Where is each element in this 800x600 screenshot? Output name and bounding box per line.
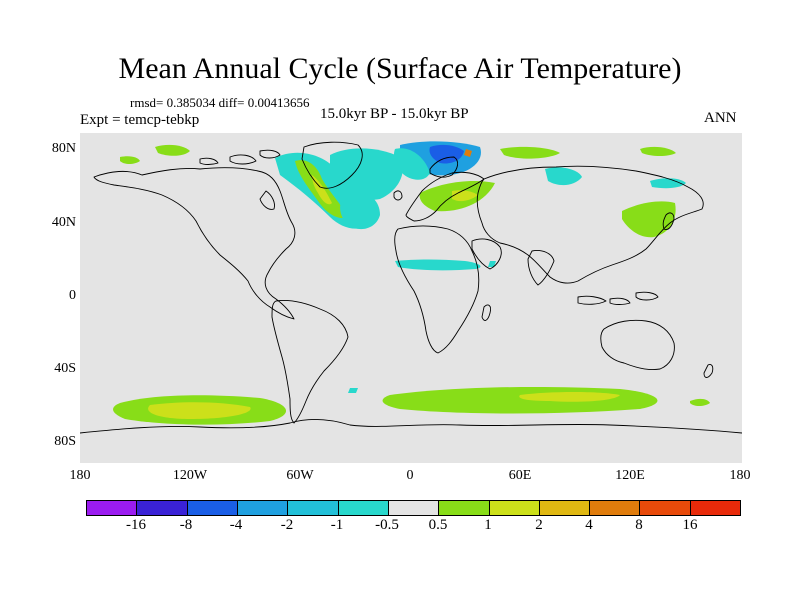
colorbar-swatch — [590, 501, 641, 515]
lat-label-40s: 40S — [54, 361, 76, 376]
coast-hudson — [259, 190, 275, 210]
anomaly-pacific-cyan — [650, 178, 686, 189]
map-panel — [79, 133, 743, 463]
lat-label-0: 0 — [69, 288, 76, 303]
stats-text: rmsd= 0.385034 diff= 0.00413656 — [130, 95, 310, 110]
anomaly-southern-yellow-1 — [148, 402, 251, 419]
coast-asia — [476, 165, 704, 284]
anomaly-arctic-green-2 — [120, 156, 140, 164]
colorbar-label: 1 — [484, 517, 492, 533]
coast-europe — [405, 171, 485, 222]
coast-indonesia — [577, 291, 659, 305]
colorbar-swatch — [388, 501, 440, 515]
coast-africa — [394, 225, 480, 354]
lat-label-40n: 40N — [51, 215, 76, 230]
colorbar-swatch — [87, 501, 138, 515]
anomaly-atlantic-cyan — [340, 191, 380, 230]
lon-label-180w: 180 — [69, 468, 91, 483]
coast-greenland — [301, 141, 363, 189]
anomaly-arctic-green-1 — [155, 144, 190, 156]
anomaly-tropical-cyan — [395, 259, 481, 271]
colorbar-swatch — [137, 501, 188, 515]
lon-label-60w: 60W — [286, 468, 314, 483]
colorbar-label: 4 — [585, 517, 593, 533]
colorbar-label: 2 — [535, 517, 543, 533]
anomaly-arctic-darkblue — [429, 144, 464, 164]
coast-india — [527, 250, 555, 286]
coast-scandinavia — [429, 156, 459, 178]
anomaly-southern-green-3 — [690, 398, 710, 406]
world-map — [79, 133, 743, 463]
colorbar — [86, 500, 741, 516]
colorbar-label: 16 — [682, 517, 698, 533]
anomaly-shading — [113, 141, 710, 425]
anomaly-southern-yellow-2 — [519, 392, 620, 402]
colorbar-label: 0.5 — [428, 517, 448, 533]
chart-title: Mean Annual Cycle (Surface Air Temperatu… — [118, 52, 682, 85]
anomaly-japan-green — [622, 201, 676, 238]
anomaly-arctic-green-3 — [500, 146, 560, 159]
colorbar-label: -2 — [280, 517, 294, 533]
anomaly-eurasia-cyan — [393, 148, 430, 180]
colorbar-swatch — [288, 501, 339, 515]
coast-north-america — [93, 167, 296, 320]
coast-australia — [600, 319, 675, 370]
colorbar-swatch — [338, 501, 389, 515]
coastlines — [79, 141, 743, 434]
colorbar-label: 8 — [635, 517, 643, 533]
period-label: 15.0kyr BP - 15.0kyr BP — [320, 106, 469, 122]
anomaly-canada-yellow — [312, 175, 332, 205]
colorbar-swatch — [489, 501, 540, 515]
experiment-label: Expt = temcp-tebkp — [80, 112, 200, 128]
colorbar-swatch — [237, 501, 289, 515]
colorbar-swatch — [690, 501, 741, 515]
colorbar-swatch — [539, 501, 591, 515]
colorbar-label: -16 — [126, 517, 146, 533]
coast-madagascar — [481, 304, 491, 321]
colorbar-label: -1 — [330, 517, 344, 533]
anomaly-asia-cyan — [545, 167, 582, 186]
coast-uk — [393, 190, 403, 201]
lon-label-60e: 60E — [508, 468, 532, 483]
anomaly-arctic-green-4 — [640, 146, 676, 156]
coast-japan — [662, 212, 675, 230]
season-label: ANN — [704, 110, 737, 126]
colorbar-label: -0.5 — [375, 517, 399, 533]
lon-label-0: 0 — [406, 468, 414, 483]
lon-label-120e: 120E — [615, 468, 645, 483]
colorbar-label: -8 — [179, 517, 193, 533]
anomaly-southern-cyan — [348, 388, 358, 393]
lon-label-180e: 180 — [729, 468, 751, 483]
colorbar-swatch — [640, 501, 691, 515]
coast-new-zealand — [703, 364, 714, 378]
anomaly-tropical-cyan-2 — [488, 261, 496, 267]
lon-label-120w: 120W — [172, 468, 208, 483]
lat-label-80n: 80N — [51, 141, 76, 156]
coast-south-america — [271, 300, 349, 424]
colorbar-swatch — [439, 501, 490, 515]
coast-canada-islands — [199, 149, 281, 165]
colorbar-swatch — [187, 501, 238, 515]
colorbar-label: -4 — [229, 517, 243, 533]
anomaly-arctic-orange — [464, 149, 472, 157]
coast-antarctica — [79, 418, 743, 434]
coast-arabia — [471, 238, 502, 270]
lat-label-80s: 80S — [54, 434, 76, 449]
